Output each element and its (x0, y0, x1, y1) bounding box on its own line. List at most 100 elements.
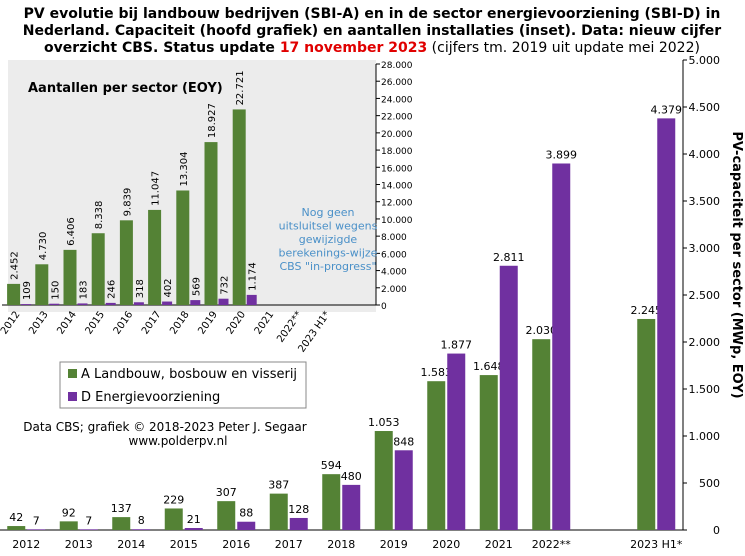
bar (427, 381, 446, 530)
title-line: PV evolutie bij landbouw bedrijven (SBI-… (24, 6, 721, 22)
value-label: 1.877 (441, 339, 473, 352)
value-label: 594 (321, 459, 342, 472)
value-label: 2.811 (493, 251, 525, 264)
y-tick-label: 500 (699, 477, 720, 490)
bar (7, 283, 21, 305)
annotation-line: Nog geen (302, 206, 355, 219)
y-tick-label: 1.500 (689, 383, 721, 396)
y-tick-label: 12.000 (381, 199, 413, 209)
bar (119, 220, 133, 305)
y-tick-label: 2.000 (381, 285, 407, 295)
inset-background (8, 60, 376, 312)
bar (447, 353, 466, 530)
bar (479, 375, 498, 530)
bar (35, 264, 49, 305)
legend-label: D Energievoorziening (81, 390, 220, 405)
bar (162, 301, 173, 305)
value-label: 246 (107, 280, 118, 299)
bar (218, 298, 229, 305)
value-label: 92 (62, 506, 76, 519)
value-label: 7 (85, 514, 92, 527)
annotation-line: gewijzigde (299, 233, 358, 246)
bar (59, 521, 78, 530)
x-tick-label: 2012 (12, 538, 40, 551)
title-line: overzicht CBS. Status update 17 november… (44, 40, 700, 56)
bar (132, 529, 151, 530)
value-label: 848 (393, 435, 414, 448)
value-label: 109 (22, 281, 33, 300)
value-label: 22.721 (235, 70, 246, 105)
x-tick-label: 2019 (380, 538, 408, 551)
bar (184, 528, 203, 530)
x-tick-label: 2013 (27, 309, 51, 336)
bar (7, 526, 26, 530)
bar (342, 484, 361, 530)
title-line: Nederland. Capaciteit (hoofd grafiek) en… (23, 23, 722, 39)
x-tick-label: 2022** (275, 309, 304, 344)
value-label: 1.583 (421, 366, 453, 379)
main-chart: 0 500 1.000 1.500 2.000 2.500 3.000 3.500 4.000 4… (0, 54, 720, 551)
bar (232, 109, 246, 306)
x-tick-label: 2015 (170, 538, 198, 551)
y-tick-label: 16.000 (381, 164, 413, 174)
bar (289, 517, 308, 530)
x-tick-label: 2020 (225, 309, 249, 336)
y-tick-label: 3.000 (689, 242, 721, 255)
x-tick-label: 2022** (532, 538, 571, 551)
x-tick-label: 2017 (140, 309, 164, 336)
bar (112, 517, 131, 530)
bar (91, 233, 105, 305)
y-tick-label: 10.000 (381, 216, 413, 226)
bar (190, 300, 201, 305)
value-label: 480 (341, 470, 362, 483)
x-tick-label: 2012 (0, 309, 23, 336)
bar (552, 163, 571, 530)
y-tick-label: 2.500 (689, 289, 721, 302)
legend-label: A Landbouw, bosbouw en visserij (81, 367, 297, 382)
x-tick-label: 2020 (432, 538, 460, 551)
bar (79, 529, 98, 530)
annotation-line: CBS "in-progress" (279, 260, 376, 273)
value-label: 13.304 (179, 151, 190, 186)
x-tick-label: 2015 (84, 309, 108, 336)
y-tick-label: 22.000 (381, 113, 413, 123)
x-tick-label: 2019 (196, 309, 220, 336)
legend (59, 361, 307, 409)
y-tick-label: 8.000 (381, 233, 407, 243)
bar (21, 304, 32, 305)
x-tick-label: 2023 H1* (630, 538, 683, 551)
y-tick-label: 0 (381, 302, 387, 312)
y-tick-label: 24.000 (381, 95, 413, 105)
title-part: (cijfers tm. 2019 uit update mei 2022) (427, 40, 700, 56)
title-part: overzicht CBS. Status update (44, 40, 280, 56)
x-tick-label: 2021 (253, 309, 277, 336)
y-tick-label: 4.500 (689, 101, 721, 114)
bar (133, 302, 144, 305)
value-label: 7 (33, 514, 40, 527)
x-tick-label: 2017 (275, 538, 303, 551)
value-label: 9.839 (122, 188, 133, 217)
legend-swatch (68, 369, 77, 378)
value-label: 2.452 (10, 251, 21, 280)
bar (77, 303, 88, 305)
inset-title: Aantallen per sector (EOY) (28, 81, 223, 96)
bar (49, 303, 60, 305)
bar (217, 501, 236, 530)
x-tick-label: 2018 (327, 538, 355, 551)
value-label: 88 (239, 507, 253, 520)
bar (204, 142, 218, 305)
value-label: 1.648 (473, 360, 505, 373)
value-label: 137 (111, 502, 132, 515)
value-label: 307 (216, 486, 237, 499)
x-tick-label: 2016 (112, 309, 136, 336)
bar (637, 318, 656, 530)
value-label: 8.338 (94, 201, 105, 230)
x-tick-label: 2018 (168, 309, 192, 336)
bar (657, 118, 676, 531)
bar (269, 493, 288, 530)
x-tick-label: 2014 (117, 538, 145, 551)
bar (237, 521, 256, 530)
y-tick-label: 4.000 (689, 148, 721, 161)
